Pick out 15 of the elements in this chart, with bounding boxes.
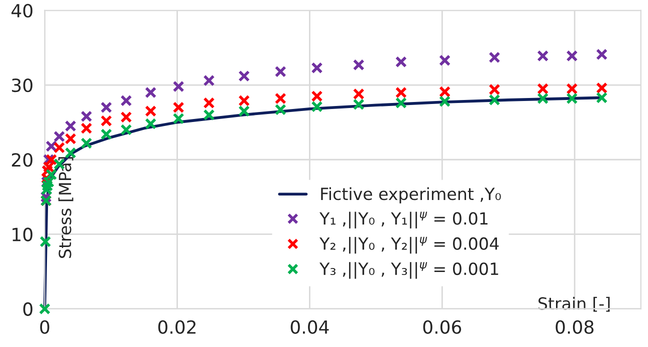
- legend-label: Fictive experiment ,Y₀: [321, 187, 501, 204]
- y-tick-label: 10: [12, 228, 32, 242]
- y-tick-label: 0: [23, 302, 32, 316]
- x-tick-label: 0.04: [290, 320, 329, 334]
- x-tick-label: 0.08: [556, 320, 594, 334]
- x-tick-label: 0: [40, 320, 50, 334]
- x-tick-label: 0.02: [158, 320, 196, 334]
- x-tick-label: 0.06: [423, 320, 462, 334]
- y-axis-title: Stress [MPa]: [58, 157, 74, 258]
- legend-label: Y₂ ,||Y₀ , Y₂||$^{ψ}$ = 0.004: [319, 236, 499, 254]
- y-tick-label: 30: [12, 78, 32, 92]
- legend-label: Y₁ ,||Y₀ , Y₁||$^{ψ}$ = 0.01: [319, 212, 488, 228]
- y-tick-label: 40: [12, 4, 32, 18]
- y-tick-label: 20: [12, 153, 32, 167]
- legend-label: Y₃ ,||Y₀ , Y₃||$^{ψ}$ = 0.001: [319, 262, 498, 279]
